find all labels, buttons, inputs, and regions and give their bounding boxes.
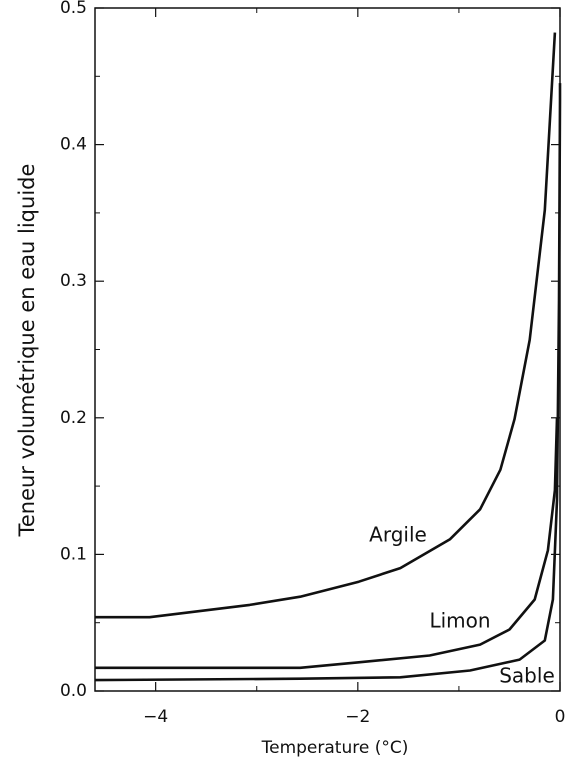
x-tick-label: −2 xyxy=(345,707,370,727)
series-label: Sable xyxy=(499,664,555,688)
series-label: Limon xyxy=(429,609,490,633)
series-label: Argile xyxy=(369,523,427,547)
x-tick-label: 0 xyxy=(555,707,566,727)
y-tick-label: 0.5 xyxy=(60,0,87,18)
y-tick-label: 0.0 xyxy=(60,681,87,701)
line xyxy=(94,83,562,682)
y-axis-label: Teneur volumétrique en eau liquide xyxy=(15,164,39,538)
line xyxy=(95,417,559,670)
y-tick-label: 0.1 xyxy=(60,544,87,564)
y-tick-label: 0.4 xyxy=(60,135,87,155)
y-tick-label: 0.2 xyxy=(60,408,87,428)
line xyxy=(95,32,557,619)
x-axis-label: Temperature (°C) xyxy=(261,738,409,758)
y-tick-label: 0.3 xyxy=(60,271,87,291)
x-tick-label: −4 xyxy=(143,707,168,727)
